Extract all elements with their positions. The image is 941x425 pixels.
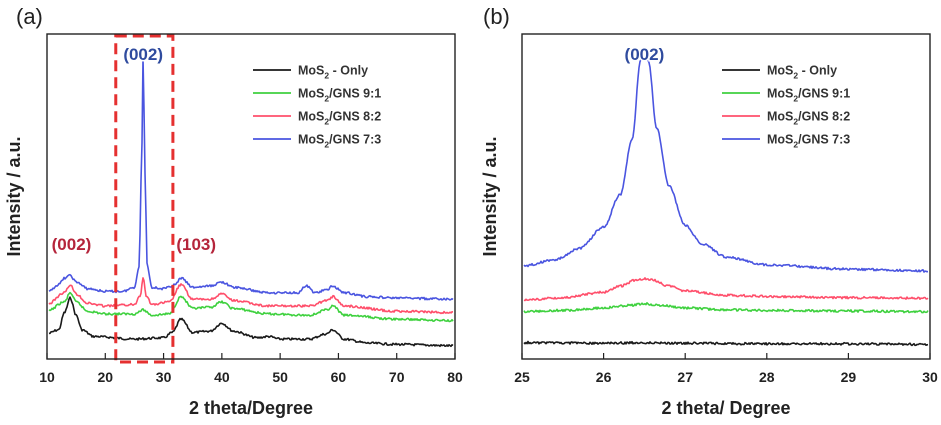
panel-a-peak-label-3: (103) bbox=[176, 235, 216, 254]
panel-b-x-tick-label: 28 bbox=[759, 369, 775, 385]
panel-a-y-axis-title: Intensity / a.u. bbox=[4, 136, 24, 256]
panel-a-x-tick-label: 20 bbox=[97, 369, 113, 385]
panel-b-peak-label-1: (002) bbox=[625, 45, 665, 64]
panel-a-x-tick-label: 60 bbox=[331, 369, 347, 385]
panel-a-x-tick-label: 40 bbox=[214, 369, 230, 385]
panel-a-series-2-line bbox=[48, 291, 454, 323]
panel-a-legend-label-1: MoS2 - Only bbox=[298, 64, 368, 81]
panel-a-legend-label-3: MoS2/GNS 8:2 bbox=[298, 110, 381, 127]
panel-b-letter: (b) bbox=[483, 4, 510, 29]
panel-a-x-tick-label: 30 bbox=[156, 369, 172, 385]
panel-b-series-2-line bbox=[523, 302, 929, 314]
panel-b-legend-label-1: MoS2 - Only bbox=[767, 64, 837, 81]
panel-a-x-tick-label: 50 bbox=[272, 369, 288, 385]
panel-a: (a) 10 20 30 40 50 60 70 80 2 theta/Degree Intensi… bbox=[4, 4, 463, 418]
panel-b: (b) 25 26 27 28 29 30 2 theta/ Degree Intensity … bbox=[480, 4, 938, 418]
panel-a-x-axis-title: 2 theta/Degree bbox=[189, 398, 313, 418]
panel-b-x-tick-label: 26 bbox=[596, 369, 612, 385]
panel-a-x-tick-label: 10 bbox=[39, 369, 55, 385]
panel-a-x-tick-label: 70 bbox=[389, 369, 405, 385]
panel-a-peak-label-2: (002) bbox=[123, 45, 163, 64]
panel-a-letter: (a) bbox=[16, 4, 43, 29]
panel-a-plot-frame bbox=[46, 33, 456, 360]
panel-b-x-tick-label: 25 bbox=[514, 369, 530, 385]
panel-b-x-tick-label: 27 bbox=[677, 369, 693, 385]
panel-b-y-axis-title: Intensity / a.u. bbox=[480, 136, 500, 256]
panel-b-x-tick-label: 29 bbox=[841, 369, 857, 385]
panel-a-highlight-box bbox=[114, 34, 175, 364]
panel-a-series-1-line bbox=[48, 296, 454, 348]
panel-a-legend-label-2: MoS2/GNS 9:1 bbox=[298, 87, 381, 104]
panel-b-x-axis-title: 2 theta/ Degree bbox=[661, 398, 790, 418]
panel-b-series-3-line bbox=[523, 277, 929, 302]
panel-b-legend-label-3: MoS2/GNS 8:2 bbox=[767, 110, 850, 127]
panel-b-x-tick-label: 30 bbox=[922, 369, 938, 385]
panel-a-peak-label-1: (002) bbox=[52, 235, 92, 254]
panel-a-series-3-line bbox=[48, 277, 454, 315]
panel-b-legend-label-4: MoS2/GNS 7:3 bbox=[767, 133, 850, 150]
panel-a-legend-label-4: MoS2/GNS 7:3 bbox=[298, 133, 381, 150]
panel-b-series-1-line bbox=[523, 340, 929, 347]
panel-a-x-tick-label: 80 bbox=[447, 369, 463, 385]
panel-b-legend-label-2: MoS2/GNS 9:1 bbox=[767, 87, 850, 104]
panel-a-series-4-line bbox=[48, 57, 454, 301]
panel-b-series-4-line bbox=[523, 48, 929, 273]
panel-b-plot-frame bbox=[521, 33, 931, 360]
